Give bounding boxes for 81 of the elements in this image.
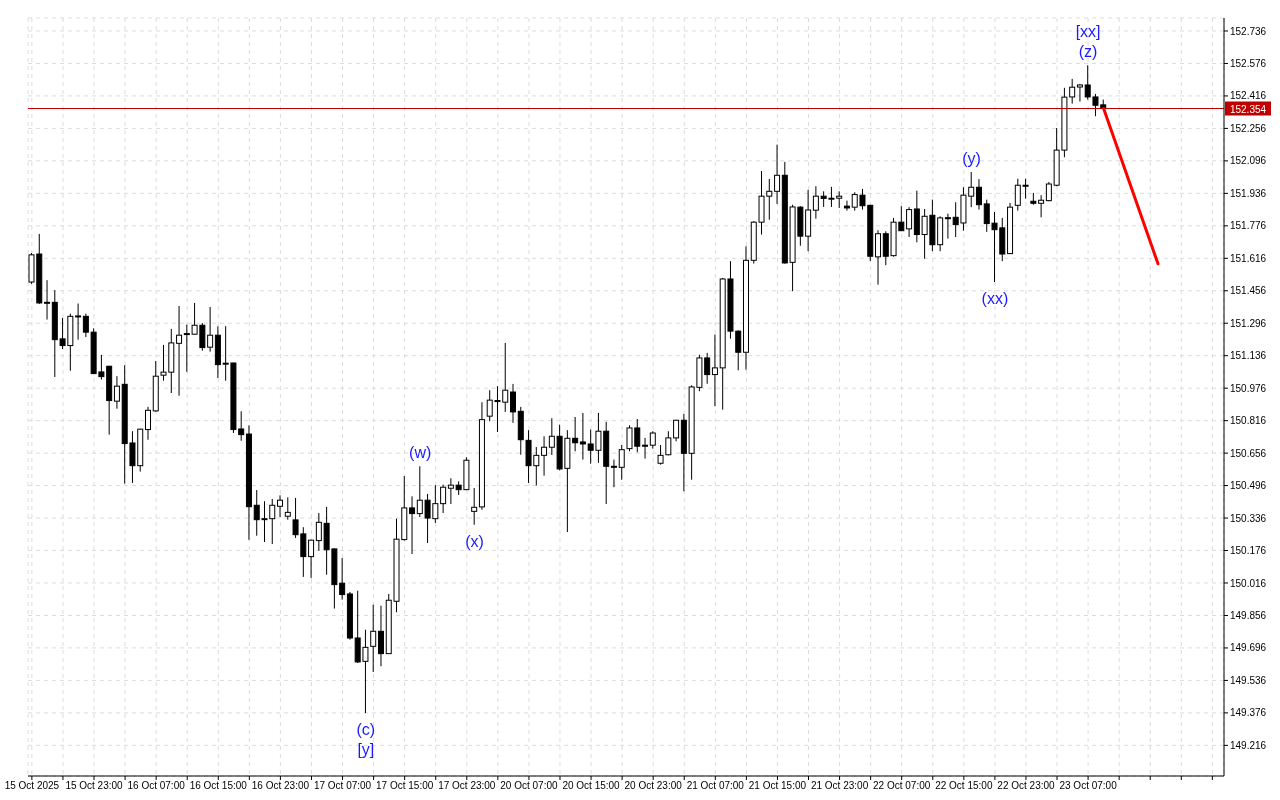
annotation: [y] <box>357 741 375 759</box>
candlestick <box>308 539 315 579</box>
candlestick <box>774 144 781 205</box>
candlestick <box>471 487 478 526</box>
annotation: (x) <box>465 532 484 550</box>
y-tick-label: 152.416 <box>1230 90 1267 102</box>
annotation: (xx) <box>981 290 1009 308</box>
x-tick-label: 17 Oct 07:00 <box>313 780 372 792</box>
x-tick-label: 15 Oct 23:00 <box>65 780 124 792</box>
y-tick-label: 150.336 <box>1230 512 1267 524</box>
candlestick <box>610 459 617 488</box>
x-tick-label: 16 Oct 15:00 <box>189 780 248 792</box>
x-tick-label: 16 Oct 23:00 <box>251 780 310 792</box>
candlestick <box>1076 83 1083 103</box>
candlestick <box>579 412 586 461</box>
y-tick-label: 150.816 <box>1230 415 1267 427</box>
candlestick <box>541 435 548 477</box>
y-tick-label: 151.456 <box>1230 285 1267 297</box>
y-tick-label: 152.256 <box>1230 122 1267 134</box>
annotation: (w) <box>409 444 432 462</box>
annotation: (y) <box>962 150 981 168</box>
ref-line-label: 152.354 <box>1229 103 1267 115</box>
candlestick <box>618 444 625 481</box>
x-tick-label: 17 Oct 15:00 <box>376 780 434 792</box>
y-tick-label: 152.096 <box>1230 155 1267 167</box>
y-tick-label: 150.016 <box>1230 577 1267 589</box>
y-tick-label: 151.776 <box>1230 220 1267 232</box>
candlestick <box>975 178 982 211</box>
y-tick-label: 152.576 <box>1230 58 1267 70</box>
y-tick-label: 150.976 <box>1230 382 1267 394</box>
candlestick <box>284 496 291 521</box>
candlestick <box>657 444 664 466</box>
y-tick-label: 150.656 <box>1230 447 1267 459</box>
candlestick <box>906 206 913 238</box>
y-tick-label: 152.736 <box>1230 25 1267 37</box>
y-tick-label: 150.496 <box>1230 480 1267 492</box>
y-tick-label: 149.856 <box>1230 610 1267 622</box>
x-tick-label: 16 Oct 07:00 <box>127 780 186 792</box>
x-tick-label: 23 Oct 07:00 <box>1059 780 1118 792</box>
x-tick-label: 22 Oct 23:00 <box>997 780 1056 792</box>
y-tick-label: 149.696 <box>1230 642 1267 654</box>
candlestick <box>875 229 882 286</box>
y-tick-label: 151.936 <box>1230 187 1267 199</box>
x-tick-label: 22 Oct 07:00 <box>873 780 931 792</box>
x-tick-label: 20 Oct 15:00 <box>562 780 621 792</box>
y-tick-label: 150.176 <box>1230 545 1267 557</box>
candlestick <box>1038 194 1045 218</box>
y-tick-label: 151.136 <box>1230 350 1267 362</box>
candlestick <box>176 305 183 397</box>
candlestick <box>113 375 120 410</box>
candlestick <box>44 279 51 321</box>
y-tick-label: 151.616 <box>1230 252 1267 264</box>
x-tick-label: 17 Oct 23:00 <box>438 780 496 792</box>
x-tick-label: 22 Oct 15:00 <box>935 780 993 792</box>
candlestick <box>665 430 672 456</box>
annotation: [xx] <box>1075 23 1101 41</box>
candlestick <box>370 604 377 673</box>
candlestick <box>944 213 951 240</box>
candlestick <box>843 200 850 212</box>
candlestick <box>144 406 151 441</box>
y-tick-label: 149.376 <box>1230 707 1267 719</box>
x-tick-label: 21 Oct 15:00 <box>748 780 807 792</box>
annotation: (z) <box>1078 43 1098 61</box>
x-tick-label: 21 Oct 07:00 <box>686 780 745 792</box>
x-tick-label: 20 Oct 23:00 <box>624 780 683 792</box>
candlestick <box>510 383 517 424</box>
x-tick-label: 21 Oct 23:00 <box>810 780 869 792</box>
candlestick <box>377 605 384 667</box>
y-tick-label: 149.536 <box>1230 674 1267 686</box>
candlestick <box>75 303 82 341</box>
candlestick <box>409 495 416 555</box>
candlestick <box>711 334 718 407</box>
annotation: (c) <box>356 721 376 739</box>
y-tick-label: 151.296 <box>1230 317 1267 329</box>
y-tick-label: 149.216 <box>1230 739 1267 751</box>
x-tick-label: 20 Oct 07:00 <box>500 780 558 792</box>
candlestick <box>440 484 447 514</box>
x-tick-label: 15 Oct 2025 <box>4 780 60 792</box>
candlestick <box>642 437 649 460</box>
candlestick <box>277 494 284 518</box>
candlestick <box>812 185 819 220</box>
